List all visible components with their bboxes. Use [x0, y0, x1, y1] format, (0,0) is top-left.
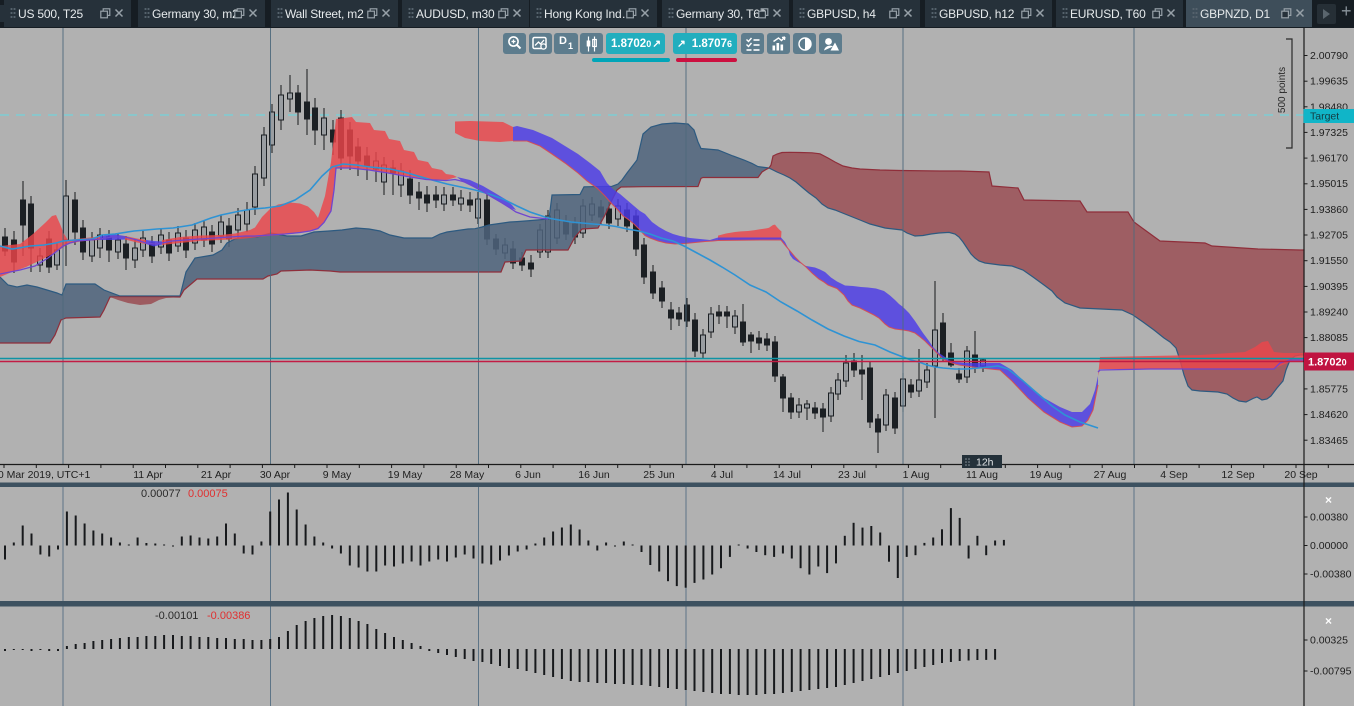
svg-text:1 Aug: 1 Aug: [903, 469, 930, 481]
svg-text:1.85775: 1.85775: [1310, 383, 1348, 395]
svg-text:19 Aug: 19 Aug: [1030, 469, 1063, 481]
svg-text:×: ×: [1325, 614, 1332, 628]
svg-text:12 Sep: 12 Sep: [1221, 469, 1254, 481]
svg-text:-0.00101: -0.00101: [155, 610, 198, 622]
svg-text:28 May: 28 May: [450, 469, 485, 481]
svg-text:0.00075: 0.00075: [188, 488, 228, 500]
svg-text:16 Jun: 16 Jun: [578, 469, 610, 481]
svg-text:0.00077: 0.00077: [141, 488, 181, 500]
svg-text:0.00380: 0.00380: [1310, 512, 1348, 524]
svg-text:23 Jul: 23 Jul: [838, 469, 866, 481]
svg-text:1.96170: 1.96170: [1310, 153, 1348, 165]
svg-text:9 May: 9 May: [323, 469, 352, 481]
svg-text:1.92705: 1.92705: [1310, 230, 1348, 242]
svg-text:1.83465: 1.83465: [1310, 435, 1348, 447]
svg-text:6 Jun: 6 Jun: [515, 469, 541, 481]
svg-text:-0.00795: -0.00795: [1310, 666, 1352, 678]
svg-text:14 Jul: 14 Jul: [773, 469, 801, 481]
svg-text:1.95015: 1.95015: [1310, 178, 1348, 190]
svg-text:-0.00380: -0.00380: [1310, 569, 1352, 581]
svg-text:1.90395: 1.90395: [1310, 281, 1348, 293]
svg-text:4 Jul: 4 Jul: [711, 469, 733, 481]
svg-text:1.84620: 1.84620: [1310, 409, 1348, 421]
svg-text:1.89240: 1.89240: [1310, 307, 1348, 319]
svg-text:12h: 12h: [976, 457, 994, 469]
svg-text:20 Sep: 20 Sep: [1284, 469, 1317, 481]
svg-text:×: ×: [1325, 493, 1332, 507]
svg-text:-0.00386: -0.00386: [207, 610, 250, 622]
svg-text:500 points: 500 points: [1277, 67, 1288, 113]
svg-text:20 Mar 2019, UTC+1: 20 Mar 2019, UTC+1: [0, 469, 91, 481]
svg-text:2.00790: 2.00790: [1310, 50, 1348, 62]
svg-text:1.93860: 1.93860: [1310, 204, 1348, 216]
svg-text:1.97325: 1.97325: [1310, 127, 1348, 139]
svg-text:11 Apr: 11 Apr: [133, 469, 163, 481]
svg-text:1.91550: 1.91550: [1310, 255, 1348, 267]
svg-text:1.87020: 1.87020: [1308, 357, 1347, 369]
svg-text:Target: Target: [1310, 111, 1339, 123]
svg-text:30 Apr: 30 Apr: [260, 469, 291, 481]
svg-text:1.88085: 1.88085: [1310, 332, 1348, 344]
svg-text:0.00000: 0.00000: [1310, 540, 1348, 552]
svg-text:0.00325: 0.00325: [1310, 635, 1348, 647]
svg-text:1.99635: 1.99635: [1310, 76, 1348, 88]
svg-text:21 Apr: 21 Apr: [201, 469, 232, 481]
svg-text:11 Aug: 11 Aug: [966, 469, 998, 481]
svg-text:19 May: 19 May: [388, 469, 423, 481]
svg-text:25 Jun: 25 Jun: [643, 469, 675, 481]
svg-text:4 Sep: 4 Sep: [1160, 469, 1188, 481]
svg-text:27 Aug: 27 Aug: [1094, 469, 1127, 481]
